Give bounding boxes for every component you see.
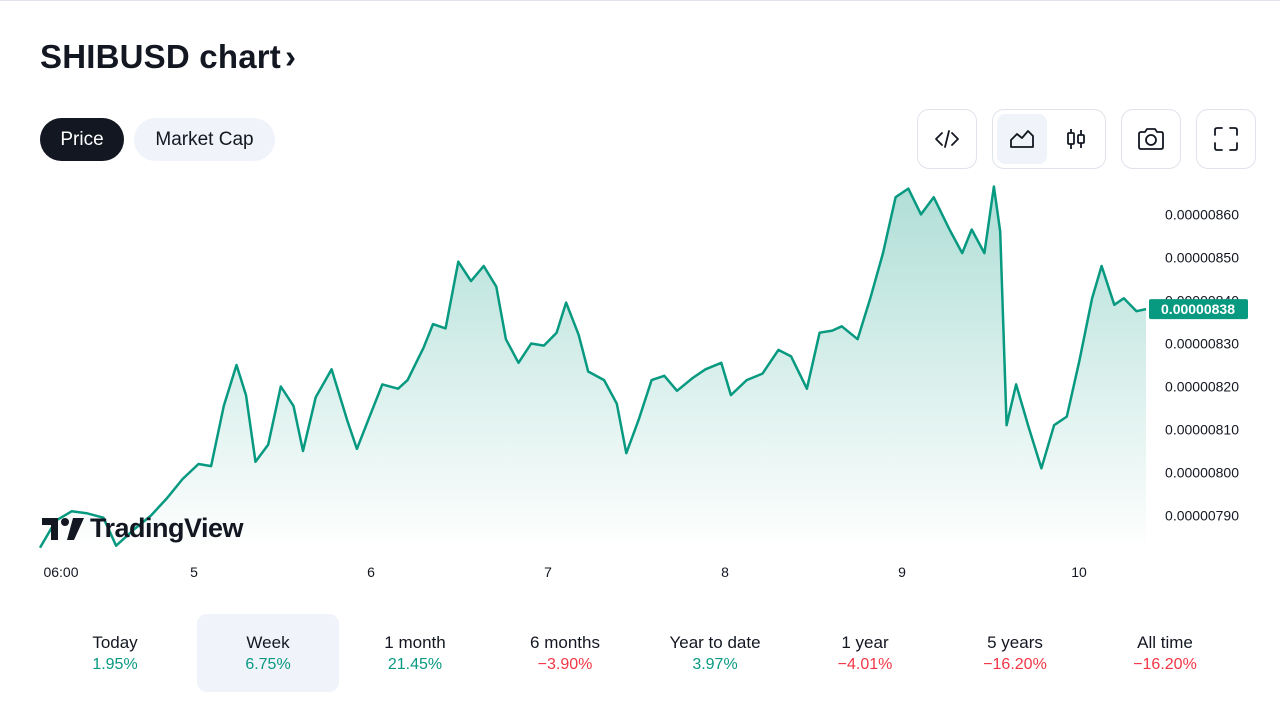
price-area — [40, 186, 1146, 550]
x-axis: 06:00 5 6 7 8 9 10 — [43, 564, 1087, 580]
tab-market-cap[interactable]: Market Cap — [134, 118, 275, 161]
camera-icon — [1138, 128, 1164, 150]
embed-button[interactable] — [917, 109, 977, 169]
range-label: All time — [1137, 632, 1193, 652]
y-tick-label: 0.00000800 — [1165, 465, 1239, 481]
x-tick-label: 5 — [190, 564, 198, 580]
candlestick-icon — [1067, 129, 1085, 149]
range-label: 5 years — [987, 632, 1043, 652]
range-change: 1.95% — [92, 655, 138, 673]
tab-market-cap-label: Market Cap — [155, 128, 254, 150]
tradingview-logo-text: TradingView — [90, 513, 244, 543]
range-change: −3.90% — [537, 655, 593, 673]
last-price-badge — [1149, 299, 1248, 320]
last-price-label: 0.00000838 — [1161, 301, 1235, 317]
x-tick-label: 7 — [544, 564, 552, 580]
area-chart-icon — [1010, 130, 1034, 148]
area-style-button[interactable] — [997, 114, 1047, 164]
y-axis: 0.000008600.000008500.000008400.00000830… — [1165, 206, 1239, 523]
range-change: 3.97% — [692, 655, 738, 673]
fullscreen-button[interactable] — [1196, 109, 1256, 169]
x-tick-label: 10 — [1071, 564, 1087, 580]
range-5-years[interactable]: 5 years −16.20% — [940, 614, 1090, 692]
range-label: 1 year — [841, 632, 889, 652]
tradingview-logo-icon — [42, 517, 84, 540]
code-icon — [935, 130, 959, 148]
page-title-text: SHIBUSD chart — [40, 38, 281, 75]
range-change: 6.75% — [245, 655, 291, 673]
fullscreen-icon — [1214, 127, 1238, 151]
range-label: Today — [92, 632, 138, 652]
range-1-month[interactable]: 1 month 21.45% — [340, 614, 490, 692]
x-tick-label: 06:00 — [43, 564, 78, 580]
range-change: −16.20% — [983, 655, 1047, 673]
range-today[interactable]: Today 1.95% — [40, 614, 190, 692]
range-year-to-date[interactable]: Year to date 3.97% — [640, 614, 790, 692]
x-tick-label: 9 — [898, 564, 906, 580]
tab-price[interactable]: Price — [40, 118, 124, 161]
range-label: 1 month — [384, 632, 446, 652]
page-title[interactable]: SHIBUSD chart › — [40, 38, 296, 76]
period-selector: Today 1.95% Week 6.75% 1 month 21.45% 6 … — [40, 614, 1240, 692]
candles-style-button[interactable] — [1051, 114, 1101, 164]
last-price-marker: 0.00000838 — [1149, 299, 1248, 320]
range-change: −4.01% — [837, 655, 893, 673]
range-all-time[interactable]: All time −16.20% — [1090, 614, 1240, 692]
snapshot-button[interactable] — [1121, 109, 1181, 169]
tab-price-label: Price — [60, 128, 104, 150]
range-change: 21.45% — [387, 655, 443, 673]
range-label: Week — [246, 632, 290, 652]
range-label: Year to date — [669, 632, 761, 652]
top-divider — [0, 0, 1280, 1]
range-label: 6 months — [530, 632, 600, 652]
y-tick-label: 0.00000810 — [1165, 422, 1239, 438]
range-6-months[interactable]: 6 months −3.90% — [490, 614, 640, 692]
y-tick-label: 0.00000790 — [1165, 508, 1239, 524]
x-tick-label: 8 — [721, 564, 729, 580]
range-change: −16.20% — [1133, 655, 1197, 673]
price-line — [38, 185, 1147, 549]
y-tick-label: 0.00000830 — [1165, 335, 1239, 351]
range-week[interactable]: Week 6.75% — [197, 614, 339, 692]
price-chart[interactable]: 0.000008600.000008500.000008400.00000830… — [0, 180, 1280, 590]
y-tick-label: 0.00000820 — [1165, 379, 1239, 395]
tradingview-logo[interactable]: TradingView — [40, 513, 244, 544]
range-1-year[interactable]: 1 year −4.01% — [790, 614, 940, 692]
y-tick-label: 0.00000850 — [1165, 249, 1239, 265]
x-tick-label: 6 — [367, 564, 375, 580]
chevron-right-icon: › — [284, 38, 297, 75]
y-tick-label: 0.00000860 — [1165, 206, 1239, 222]
chart-style-toggle — [992, 109, 1106, 169]
